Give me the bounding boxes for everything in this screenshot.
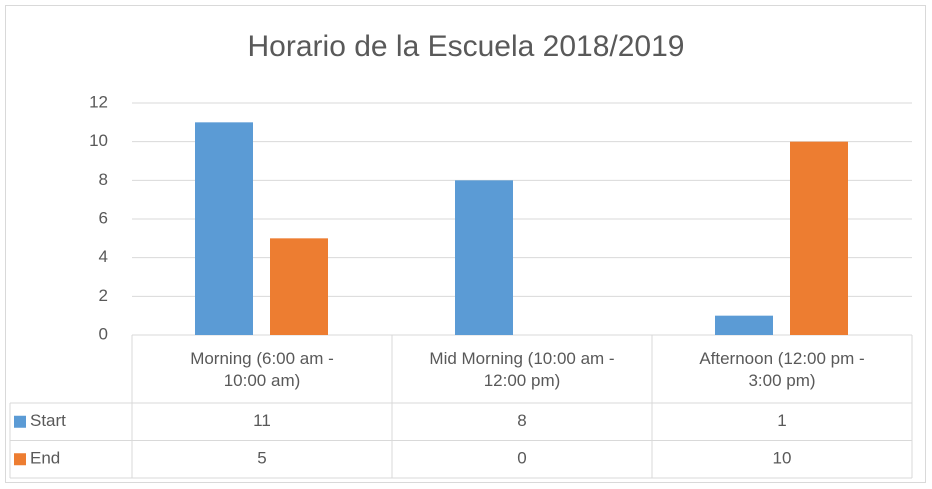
- x-tick-label: Mid Morning (10:00 am - 12:00 pm): [429, 349, 615, 390]
- y-tick-label: 2: [99, 286, 108, 305]
- table-value: 11: [253, 411, 271, 430]
- bar: [715, 315, 773, 335]
- table-value: 0: [517, 449, 526, 468]
- legend-label: End: [30, 449, 60, 468]
- bar: [790, 141, 848, 335]
- table-value: 8: [517, 411, 526, 430]
- bar: [455, 180, 513, 335]
- table-value: 1: [777, 411, 786, 430]
- legend-key: [14, 453, 26, 466]
- y-tick-label: 8: [99, 170, 108, 189]
- y-tick-label: 12: [89, 92, 108, 111]
- y-tick-label: 4: [99, 247, 108, 266]
- bar: [195, 122, 253, 335]
- x-tick-label: Afternoon (12:00 pm - 3:00 pm): [699, 349, 865, 390]
- table-value: 5: [257, 449, 266, 468]
- x-tick-label: Morning (6:00 am - 10:00 am): [190, 349, 334, 390]
- legend-key: [14, 415, 26, 428]
- y-tick-label: 6: [99, 208, 108, 227]
- y-tick-label: 10: [89, 131, 108, 150]
- bar: [270, 238, 328, 335]
- y-tick-label: 0: [99, 324, 108, 343]
- table-value: 10: [773, 449, 792, 468]
- legend-label: Start: [30, 411, 66, 430]
- chart-title: Horario de la Escuela 2018/2019: [248, 30, 685, 63]
